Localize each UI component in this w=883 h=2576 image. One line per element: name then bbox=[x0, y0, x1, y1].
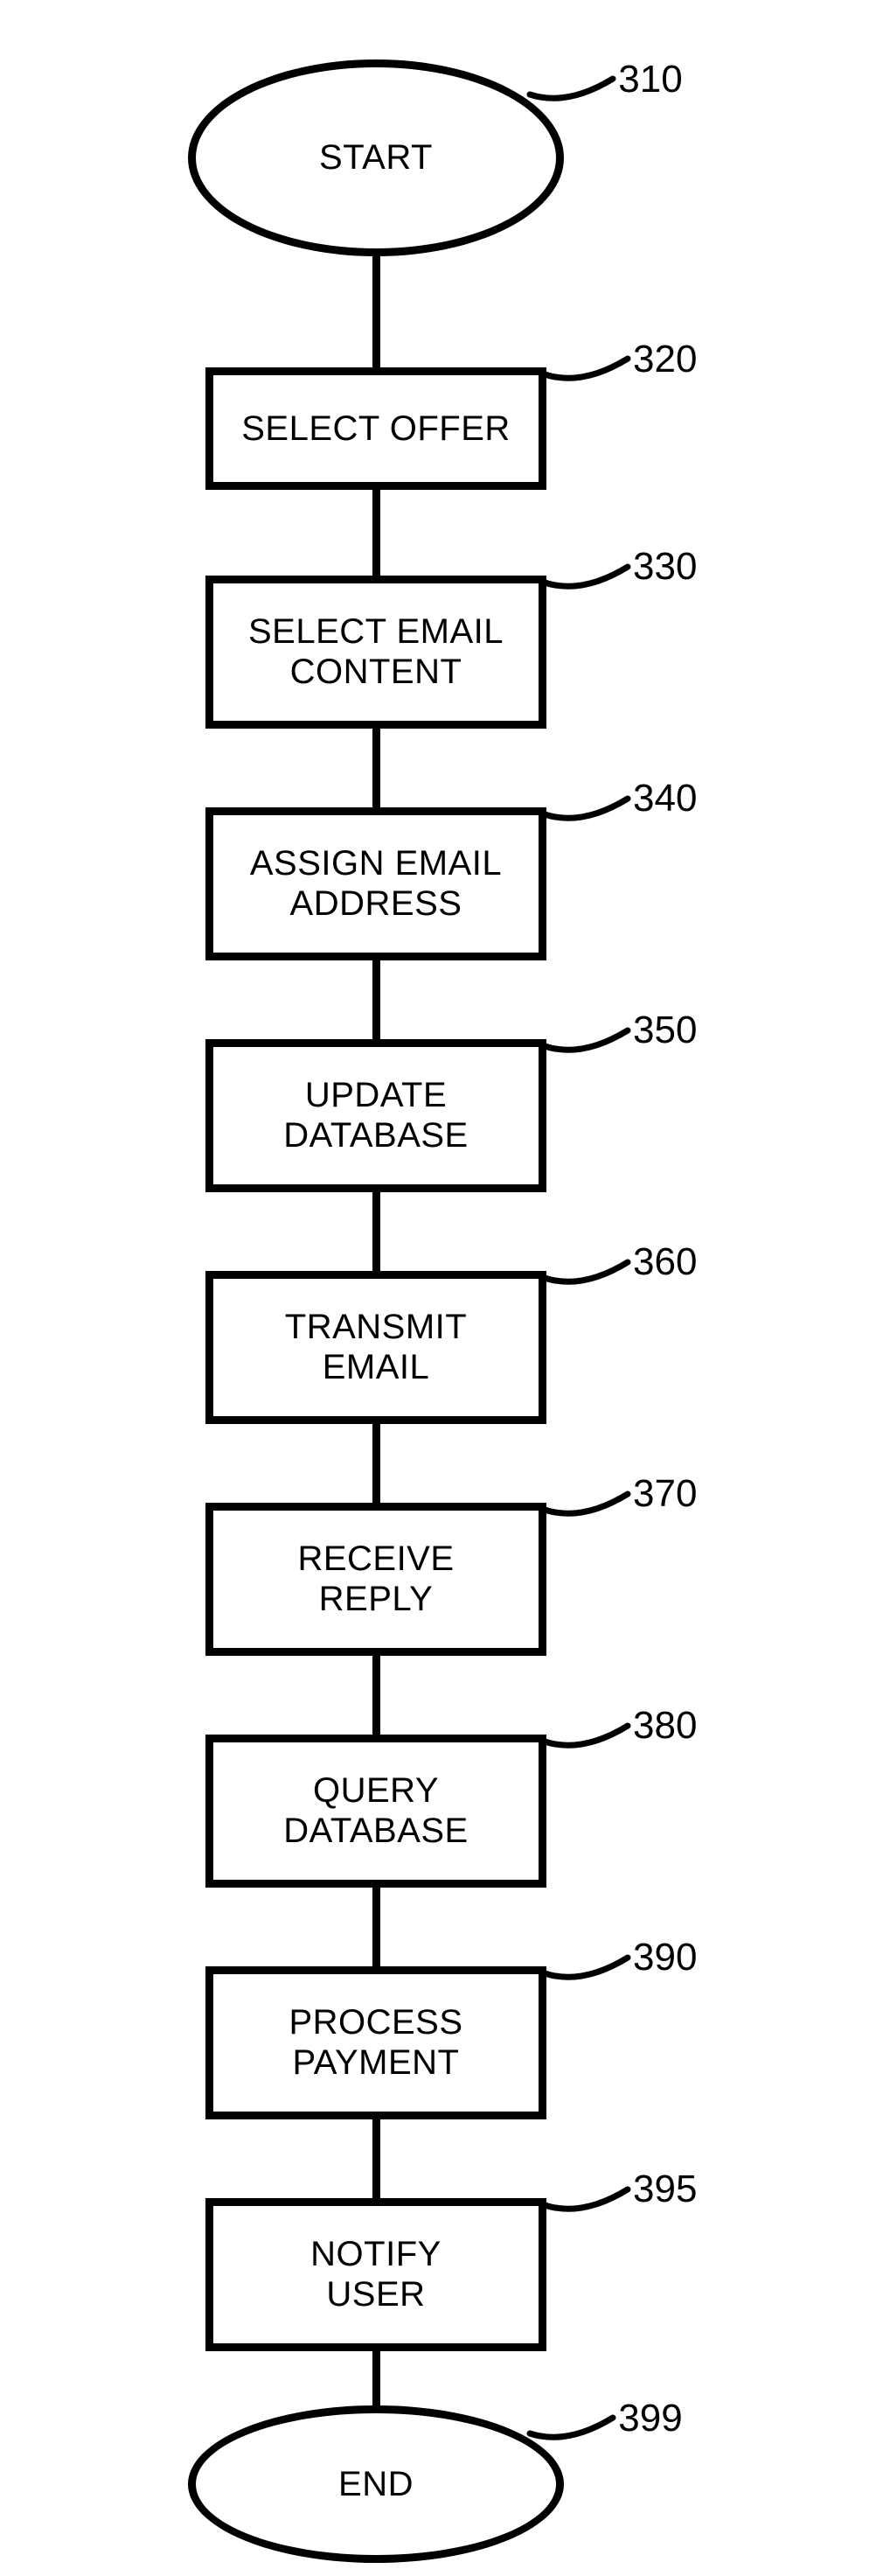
flowchart-canvas: START 310 SELECT OFFER 320 SELECT EMAIL CONT… bbox=[0, 0, 883, 2576]
leader-start bbox=[526, 75, 616, 115]
node-label-n395: NOTIFY USER bbox=[310, 2234, 442, 2314]
connector-n360-n370 bbox=[372, 1422, 380, 1504]
node-n350: UPDATE DATABASE bbox=[205, 1039, 546, 1192]
node-n390: PROCESS PAYMENT bbox=[205, 1966, 546, 2119]
node-label-n380: QUERY DATABASE bbox=[283, 1770, 468, 1851]
leader-n340 bbox=[541, 795, 631, 835]
ref-label-n360: 360 bbox=[633, 1240, 697, 1284]
node-label-n350: UPDATE DATABASE bbox=[283, 1075, 468, 1155]
ref-label-n370: 370 bbox=[633, 1472, 697, 1516]
connector-n350-n360 bbox=[372, 1190, 380, 1273]
node-n395: NOTIFY USER bbox=[205, 2198, 546, 2351]
leader-n320 bbox=[541, 355, 631, 395]
node-label-n390: PROCESS PAYMENT bbox=[289, 2002, 462, 2083]
connector-n320-n330 bbox=[372, 488, 380, 577]
leader-end bbox=[526, 2414, 616, 2454]
leader-n370 bbox=[541, 1490, 631, 1531]
node-label-end: END bbox=[338, 2464, 414, 2504]
node-n370: RECEIVE REPLY bbox=[205, 1503, 546, 1656]
leader-n360 bbox=[541, 1259, 631, 1299]
node-n320: SELECT OFFER bbox=[205, 367, 546, 490]
ref-label-n390: 390 bbox=[633, 1936, 697, 1979]
node-end: END bbox=[188, 2405, 564, 2563]
leader-n390 bbox=[541, 1954, 631, 1994]
connector-start-n320 bbox=[372, 255, 380, 370]
node-n340: ASSIGN EMAIL ADDRESS bbox=[205, 807, 546, 960]
node-n360: TRANSMIT EMAIL bbox=[205, 1271, 546, 1424]
ref-label-n340: 340 bbox=[633, 777, 697, 820]
ref-label-n350: 350 bbox=[633, 1009, 697, 1052]
node-label-start: START bbox=[319, 137, 433, 178]
connector-n330-n340 bbox=[372, 727, 380, 809]
node-label-n330: SELECT EMAIL CONTENT bbox=[248, 611, 504, 692]
node-label-n340: ASSIGN EMAIL ADDRESS bbox=[250, 843, 502, 924]
node-label-n370: RECEIVE REPLY bbox=[297, 1539, 454, 1619]
ref-label-end: 399 bbox=[618, 2397, 682, 2440]
ref-label-start: 310 bbox=[618, 58, 682, 101]
ref-label-n395: 395 bbox=[633, 2168, 697, 2211]
ref-label-n380: 380 bbox=[633, 1704, 697, 1748]
leader-n330 bbox=[541, 563, 631, 604]
connector-n395-end bbox=[372, 2349, 380, 2408]
connector-n380-n390 bbox=[372, 1886, 380, 1968]
node-label-n360: TRANSMIT EMAIL bbox=[285, 1307, 467, 1387]
connector-n370-n380 bbox=[372, 1654, 380, 1736]
leader-n380 bbox=[541, 1722, 631, 1763]
node-n330: SELECT EMAIL CONTENT bbox=[205, 576, 546, 729]
ref-label-n320: 320 bbox=[633, 338, 697, 381]
connector-n390-n395 bbox=[372, 2118, 380, 2200]
ref-label-n330: 330 bbox=[633, 545, 697, 589]
connector-n340-n350 bbox=[372, 959, 380, 1041]
node-n380: QUERY DATABASE bbox=[205, 1735, 546, 1888]
node-start: START bbox=[188, 59, 564, 256]
leader-n350 bbox=[541, 1027, 631, 1067]
leader-n395 bbox=[541, 2186, 631, 2226]
node-label-n320: SELECT OFFER bbox=[241, 408, 511, 449]
